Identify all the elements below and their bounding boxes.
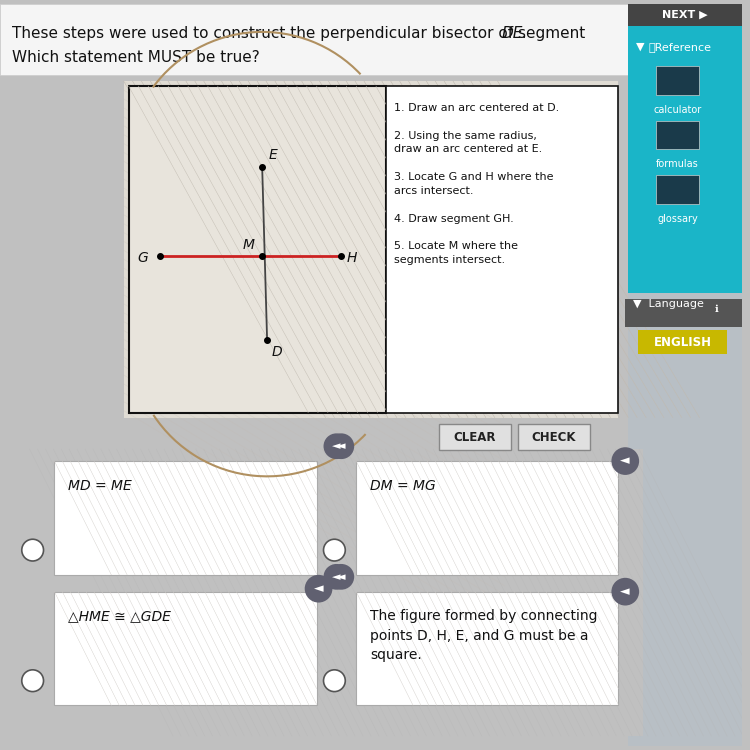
Circle shape [328, 433, 354, 459]
Text: ◄: ◄ [332, 572, 340, 582]
Bar [356, 461, 618, 574]
Bar [518, 424, 590, 450]
Text: formulas: formulas [656, 159, 699, 170]
Text: ENGLISH: ENGLISH [654, 336, 712, 349]
Text: 1. Draw an arc centered at D.: 1. Draw an arc centered at D. [394, 103, 559, 113]
Text: ℹ: ℹ [714, 304, 718, 313]
Circle shape [323, 539, 345, 561]
Text: 5. Locate M where the: 5. Locate M where the [394, 242, 518, 251]
Circle shape [611, 447, 639, 475]
Text: draw an arc centered at E.: draw an arc centered at E. [394, 145, 542, 154]
Bar [386, 86, 618, 413]
Bar [628, 26, 742, 293]
Bar [656, 176, 700, 204]
Text: segments intersect.: segments intersect. [394, 255, 505, 266]
Circle shape [304, 574, 332, 602]
Text: glossary: glossary [657, 214, 698, 223]
Circle shape [328, 564, 354, 590]
Text: calculator: calculator [653, 105, 702, 115]
Bar [356, 592, 618, 706]
Text: CHECK: CHECK [532, 430, 576, 444]
Circle shape [323, 433, 350, 459]
Text: Which statement MUST be true?: Which statement MUST be true? [12, 50, 260, 64]
Text: ◄: ◄ [332, 441, 340, 452]
Text: M: M [242, 238, 254, 252]
Text: H: H [346, 251, 357, 266]
Bar [30, 449, 643, 736]
Text: These steps were used to construct the perpendicular bisector of segment: These steps were used to construct the p… [12, 26, 590, 40]
Text: E: E [269, 148, 278, 162]
Bar [626, 298, 742, 326]
Bar [653, 172, 703, 207]
Bar [656, 66, 700, 95]
Text: DE.: DE. [502, 26, 528, 40]
Text: ▼: ▼ [636, 41, 652, 52]
Text: The figure formed by connecting
points D, H, E, and G must be a
square.: The figure formed by connecting points D… [370, 610, 598, 662]
Text: ◄: ◄ [620, 454, 630, 467]
Circle shape [22, 539, 44, 561]
Bar [124, 81, 618, 418]
Text: NEXT ▶: NEXT ▶ [662, 10, 707, 20]
Bar [653, 63, 703, 98]
Bar [653, 118, 703, 152]
Circle shape [323, 564, 350, 590]
Text: G: G [138, 251, 148, 266]
Text: 3. Locate G and H where the: 3. Locate G and H where the [394, 172, 554, 182]
Text: 2. Using the same radius,: 2. Using the same radius, [394, 130, 537, 141]
Text: CLEAR: CLEAR [454, 430, 497, 444]
Bar [440, 424, 511, 450]
Text: D: D [272, 345, 283, 359]
Circle shape [323, 670, 345, 692]
Bar [656, 121, 700, 149]
Bar [628, 4, 742, 746]
Bar [638, 331, 728, 354]
Text: △HME ≅ △GDE: △HME ≅ △GDE [68, 610, 171, 623]
Text: ◄: ◄ [314, 582, 323, 596]
Bar [55, 592, 316, 706]
Text: ▼  Language: ▼ Language [633, 298, 707, 309]
Text: MD = ME: MD = ME [68, 479, 132, 493]
Circle shape [611, 578, 639, 605]
Text: ◄: ◄ [337, 572, 346, 582]
Text: ◄: ◄ [337, 441, 346, 452]
Bar [128, 86, 386, 413]
Bar [628, 4, 742, 26]
Text: DM = MG: DM = MG [370, 479, 436, 493]
Text: arcs intersect.: arcs intersect. [394, 186, 473, 196]
Circle shape [22, 670, 44, 692]
Bar [0, 4, 628, 75]
Text: ◄: ◄ [620, 585, 630, 598]
Text: 4. Draw segment GH.: 4. Draw segment GH. [394, 214, 514, 223]
Text: ⬛Reference: ⬛Reference [648, 41, 711, 52]
Bar [55, 461, 316, 574]
